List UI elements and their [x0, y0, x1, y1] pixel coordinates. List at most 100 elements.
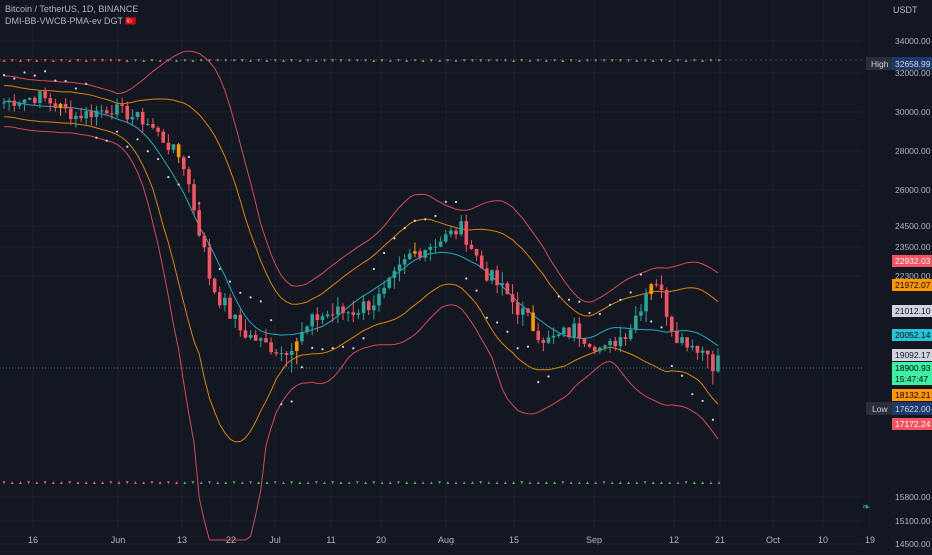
candle-body: [33, 97, 37, 103]
psar-dot: [311, 346, 314, 349]
psar-dot: [526, 345, 530, 348]
candle-body: [310, 314, 315, 327]
psar-dot: [146, 150, 149, 153]
x-tick-label: Sep: [586, 535, 602, 545]
indicator-legend[interactable]: DMI-BB-VWCB-PMA-ev DGT 🇹🇷: [5, 16, 137, 26]
signal-top: ▲: [281, 58, 286, 64]
signal-top: ▲: [141, 58, 146, 64]
candle-body: [300, 332, 304, 342]
psar-dot: [691, 393, 694, 396]
signal-top: ▼: [92, 58, 97, 64]
candle-body: [264, 338, 268, 343]
signal-bottom: ▲: [544, 480, 549, 486]
candle-body: [490, 270, 494, 281]
candle-body: [526, 308, 530, 313]
signal-top: ▼: [585, 58, 590, 64]
signal-bottom: ▲: [593, 480, 598, 486]
psar-dot: [259, 300, 262, 303]
signal-top: ▼: [536, 58, 541, 64]
candle-body: [248, 334, 253, 338]
signal-bottom: ▼: [560, 480, 565, 486]
candle-body: [459, 221, 463, 235]
psar-dot: [454, 200, 458, 204]
candle-body: [521, 308, 525, 315]
candle-body: [592, 346, 597, 352]
signal-top: ▼: [207, 58, 212, 64]
signal-top: ▼: [717, 58, 722, 64]
candle-body: [407, 253, 412, 260]
signal-top: ▲: [388, 58, 393, 64]
psar-dot: [341, 345, 345, 348]
high-label: High: [871, 59, 889, 69]
signal-top: ▼: [149, 58, 154, 64]
candle-body: [485, 268, 489, 281]
symbol-legend[interactable]: Bitcoin / TetherUS, 1D, BINANCE: [5, 4, 139, 14]
candle-body: [84, 111, 88, 119]
signal-top: ▲: [248, 58, 253, 64]
candle-body: [423, 250, 428, 258]
signal-top: ▲: [18, 58, 23, 64]
signal-bottom: ▼: [108, 480, 113, 486]
psar-dot: [105, 139, 108, 142]
psar-dot: [434, 214, 437, 218]
candle-body: [541, 340, 546, 343]
psar-dot: [393, 237, 396, 240]
signal-bottom: ▲: [117, 480, 122, 486]
leaf-icon[interactable]: ❧: [862, 502, 871, 513]
psar-dot: [239, 291, 242, 294]
price-tag: 21972.07: [895, 280, 931, 290]
signal-bottom: ▲: [322, 480, 327, 486]
price-tag: 17172.24: [895, 419, 931, 429]
y-tick-label: 32000.00: [895, 68, 931, 78]
signal-bottom: ▼: [371, 480, 376, 486]
signal-top: ▼: [470, 58, 475, 64]
candle-body: [171, 144, 176, 150]
candle-body: [413, 251, 417, 254]
candle-body: [377, 293, 381, 306]
candle-body: [38, 91, 42, 103]
candle-body: [623, 337, 628, 339]
signal-top: ▼: [503, 58, 508, 64]
signal-top: ▲: [314, 58, 319, 64]
signal-top: ▼: [708, 58, 713, 64]
candle-body: [582, 338, 587, 344]
candle-body: [546, 337, 551, 343]
basis-line: [3, 100, 719, 347]
signal-top: ▼: [495, 58, 500, 64]
signal-bottom: ▲: [708, 480, 713, 486]
signal-top: ▼: [43, 58, 48, 64]
psar-dot: [95, 136, 98, 139]
psar-dot: [629, 291, 632, 294]
candle-body: [192, 184, 196, 211]
candle-body: [654, 284, 659, 286]
candle-body: [99, 110, 104, 112]
signal-top: ▼: [75, 58, 80, 64]
signal-top: ▲: [158, 58, 163, 64]
signal-bottom: ▲: [511, 480, 516, 486]
low-value: 17622.00: [895, 404, 931, 414]
y-tick-label: 34000.00: [895, 36, 931, 46]
psar-dot: [516, 347, 519, 350]
signal-bottom: ▲: [100, 480, 105, 486]
signal-top: ▼: [133, 58, 138, 64]
signal-bottom: ▲: [577, 480, 582, 486]
signal-top: ▲: [421, 58, 426, 64]
psar-dot: [465, 277, 468, 280]
signal-top: ▲: [297, 58, 302, 64]
y-tick-label: 24500.00: [895, 221, 931, 231]
candle-body: [577, 323, 582, 339]
psar-dot: [496, 321, 499, 324]
candle-body: [2, 102, 6, 104]
candle-body: [515, 302, 520, 315]
candle-body: [587, 343, 592, 347]
x-tick-label: 21: [715, 535, 725, 545]
psar-dot: [352, 347, 355, 350]
high-value-bg: [892, 57, 932, 70]
candle-body: [680, 337, 684, 343]
signal-top: ▲: [634, 58, 639, 64]
signal-top: ▼: [322, 58, 327, 64]
signal-bottom: ▼: [207, 480, 212, 486]
signal-top: ▼: [199, 58, 204, 64]
